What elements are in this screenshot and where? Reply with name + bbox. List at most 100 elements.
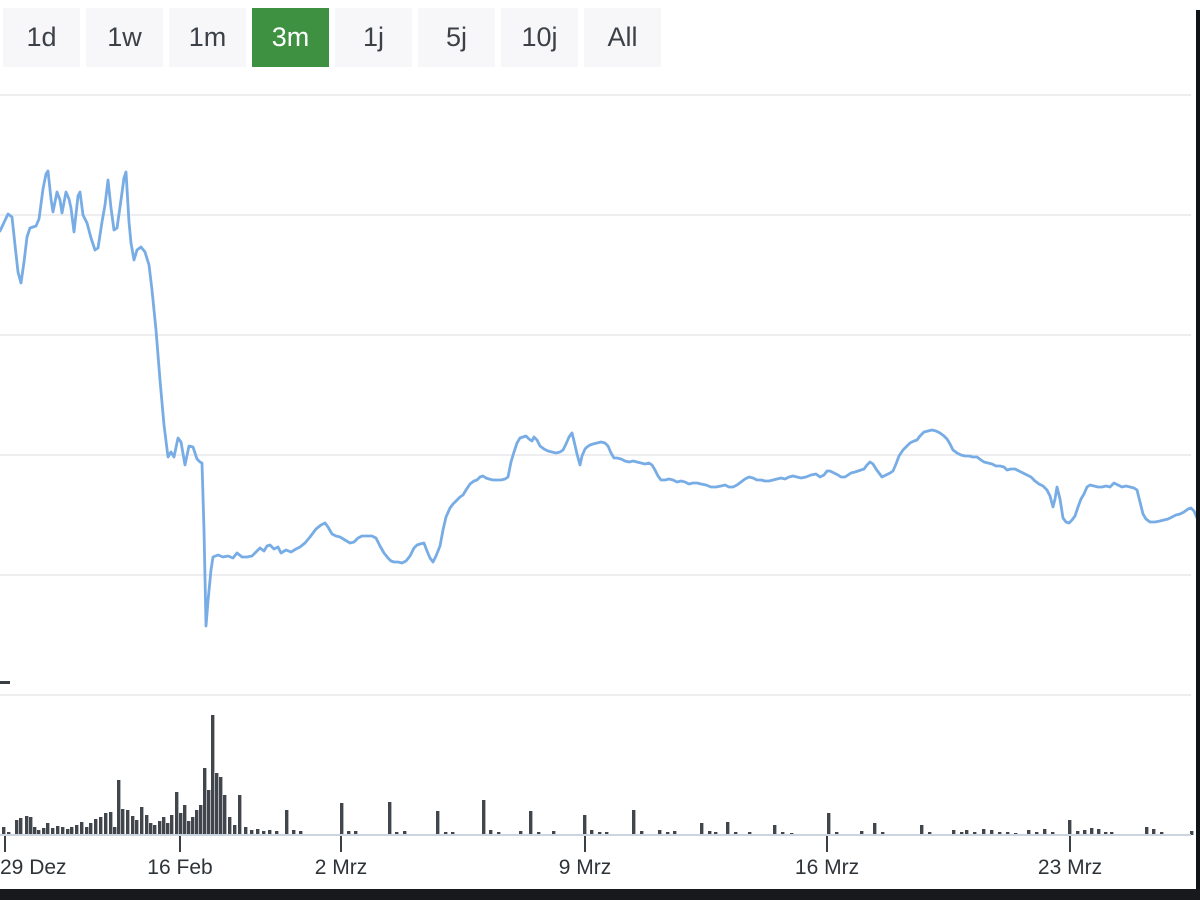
volume-bar-51 (233, 825, 237, 835)
volume-bar-58 (275, 831, 279, 835)
volume-bar-33 (158, 821, 162, 835)
volume-bar-71 (482, 800, 486, 835)
range-button-1j[interactable]: 1j (335, 8, 412, 67)
volume-bar-96 (827, 813, 831, 835)
volume-bar-121 (1104, 832, 1108, 835)
range-button-5j[interactable]: 5j (418, 8, 495, 67)
volume-bar-34 (162, 817, 166, 835)
volume-bar-52 (238, 795, 242, 835)
volume-bar-105 (965, 830, 969, 835)
time-range-toolbar: 1d 1w 1m 3m 1j 5j 10j All (3, 8, 661, 67)
volume-bar-84 (658, 830, 662, 835)
volume-bar-61 (299, 831, 303, 835)
volume-bar-2 (15, 820, 19, 835)
volume-bar-112 (1027, 830, 1031, 835)
volume-bar-19 (94, 819, 98, 835)
volume-bar-14 (70, 827, 74, 835)
volume-bar-15 (75, 825, 79, 835)
volume-bar-70 (451, 832, 455, 835)
volume-bar-87 (700, 823, 704, 835)
volume-bar-77 (552, 831, 556, 835)
volume-bar-59 (285, 810, 289, 835)
volume-bar-117 (1076, 831, 1080, 835)
volume-bar-86 (673, 831, 677, 835)
volume-bar-24 (117, 780, 121, 835)
volume-bar-63 (347, 831, 351, 835)
volume-bar-50 (228, 817, 232, 835)
volume-bar-8 (42, 828, 46, 835)
range-button-10j[interactable]: 10j (501, 8, 578, 67)
volume-bar-47 (215, 773, 219, 835)
volume-bar-81 (605, 832, 609, 835)
volume-bar-126 (1190, 831, 1194, 835)
volume-bar-83 (640, 831, 644, 835)
range-button-all[interactable]: All (584, 8, 661, 67)
volume-bar-54 (250, 830, 254, 835)
volume-bar-72 (489, 830, 493, 835)
volume-bar-41 (191, 817, 195, 835)
volume-bar-20 (99, 817, 103, 835)
volume-bar-124 (1152, 829, 1156, 835)
volume-bar-109 (998, 832, 1002, 835)
volume-bar-101 (920, 825, 924, 835)
volume-bar-120 (1097, 829, 1101, 835)
volume-bar-116 (1068, 820, 1072, 835)
volume-bar-103 (952, 830, 956, 835)
volume-bar-85 (666, 832, 670, 835)
volume-bar-93 (773, 825, 777, 835)
volume-bar-88 (708, 831, 712, 835)
volume-bar-0 (2, 827, 6, 835)
volume-bar-25 (121, 809, 125, 835)
volume-bar-23 (113, 827, 117, 835)
volume-bar-64 (354, 831, 358, 835)
x-tick-label-5: 23 Mrz (1038, 856, 1102, 879)
volume-bar-92 (748, 832, 752, 835)
volume-bar-79 (590, 830, 594, 835)
volume-bar-36 (170, 815, 174, 835)
volume-bar-11 (56, 826, 60, 835)
range-button-3m[interactable]: 3m (252, 8, 329, 67)
volume-bar-22 (109, 812, 113, 835)
volume-bar-46 (211, 715, 215, 835)
volume-bar-76 (537, 832, 541, 835)
range-button-1d[interactable]: 1d (3, 8, 80, 67)
volume-bar-62 (340, 803, 344, 835)
bottom-border-band (0, 889, 1200, 900)
volume-bar-10 (51, 828, 55, 835)
volume-bar-30 (145, 815, 149, 835)
volume-bar-13 (66, 829, 70, 835)
volume-bar-3 (19, 818, 23, 835)
volume-bar-74 (519, 831, 523, 835)
range-button-1w[interactable]: 1w (86, 8, 163, 67)
volume-bar-104 (960, 832, 964, 835)
volume-bar-60 (292, 830, 296, 835)
volume-bar-21 (104, 813, 108, 835)
volume-bar-53 (244, 827, 248, 835)
volume-bar-31 (149, 823, 153, 835)
x-tick-label-1: 16 Feb (147, 856, 212, 879)
volume-bar-122 (1110, 832, 1114, 835)
volume-bar-91 (734, 832, 738, 835)
volume-bar-108 (990, 830, 994, 835)
volume-bar-113 (1035, 832, 1039, 835)
volume-bar-26 (126, 810, 130, 835)
volume-bar-48 (219, 777, 223, 835)
volume-bar-107 (982, 829, 986, 835)
volume-bar-32 (153, 825, 157, 835)
range-button-1m[interactable]: 1m (169, 8, 246, 67)
volume-bar-18 (89, 823, 93, 835)
volume-bar-6 (33, 827, 37, 835)
scrollbar[interactable] (1196, 10, 1200, 891)
volume-bar-98 (860, 831, 864, 835)
volume-bar-125 (1160, 832, 1164, 835)
volume-bar-99 (873, 823, 877, 835)
volume-bar-65 (388, 802, 392, 835)
volume-bar-123 (1145, 827, 1149, 835)
volume-bar-28 (135, 820, 139, 835)
volume-bar-66 (395, 832, 399, 835)
volume-bar-82 (632, 810, 636, 835)
volume-bar-106 (973, 832, 977, 835)
volume-bar-56 (262, 831, 266, 835)
